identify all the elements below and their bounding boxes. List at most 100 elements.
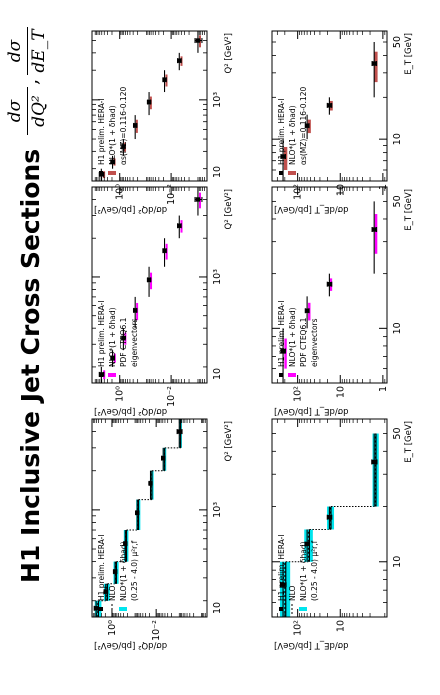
band-bin-4 xyxy=(374,214,378,254)
data-point-6 xyxy=(162,70,167,93)
data-marker xyxy=(110,355,115,361)
legend-entry-1: H1 prelim. HERA-I xyxy=(97,300,106,377)
y-tick-label-2: 10⁻² xyxy=(166,184,177,205)
legend-entry-3: PDF CTEQ6.1 xyxy=(119,317,128,367)
legend-entry-3: PDF CTEQ6.1 xyxy=(299,317,308,367)
y-axis-label: dσ/dQ² [pb/GeV²] xyxy=(94,640,167,650)
data-point-2 xyxy=(304,529,311,562)
x-extra-tick-label-1: 10 xyxy=(212,166,223,178)
data-point-7 xyxy=(160,447,166,471)
data-point-5 xyxy=(146,266,152,297)
data-point-4 xyxy=(132,115,138,140)
data-point-2 xyxy=(110,155,116,169)
data-marker xyxy=(304,308,310,313)
legend-text: H1 prelim. HERA-I xyxy=(277,300,286,367)
data-point-2 xyxy=(110,350,116,367)
data-point-7 xyxy=(177,52,182,71)
data-point-1 xyxy=(280,139,286,181)
legend-entry-1: H1 prelim. HERA-I xyxy=(97,534,106,611)
legend-text: PDF CTEQ6.1 xyxy=(299,317,308,367)
data-marker xyxy=(132,308,138,313)
legend-marker-data xyxy=(99,607,103,611)
x-axis-label: Q² [GeV²] xyxy=(224,189,234,229)
data-marker xyxy=(327,103,332,108)
data-point-4 xyxy=(371,433,378,507)
legend-marker-data xyxy=(279,607,283,611)
x-tick-label-1: 10 xyxy=(392,556,403,568)
data-marker xyxy=(121,335,126,341)
legend-marker-band xyxy=(108,373,116,377)
legend-entry-1: H1 prelim. HERA-I xyxy=(277,98,286,175)
x-tick-label-1: 10 xyxy=(392,322,403,334)
data-marker xyxy=(123,541,128,546)
panel-et-alphas: 10 50 10² 10 1 E_T [GeV] dσ/dE_T [pb/GeV] H1 pr… xyxy=(271,30,414,214)
legend-text: H1 prelim. HERA-I xyxy=(277,534,286,601)
legend-marker-band xyxy=(299,607,307,611)
data-marker xyxy=(162,77,167,82)
y-tick-label-1: 10⁰ xyxy=(115,184,126,200)
y-tick-label-1: 10² xyxy=(293,184,304,200)
legend-text: NLO*(1 + δhad) xyxy=(108,105,117,165)
x-axis-label: E_T [GeV] xyxy=(404,33,414,75)
data-point-8 xyxy=(176,419,183,448)
y-axis-label: dσ/dE_T [pb/GeV] xyxy=(274,204,348,214)
legend-entry-2: NLO*(1 + δhad) xyxy=(108,105,117,175)
data-marker xyxy=(371,227,377,232)
data-point-4 xyxy=(132,296,138,329)
panel-q2-alphas: 10³ 10 10⁰ 10⁻² Q² [GeV²] dσ/dQ² [pb/GeV²] H1 … xyxy=(91,30,234,214)
x-axis-label: E_T [GeV] xyxy=(404,421,414,463)
legend-entry-3: NLO*(1 + δhad) xyxy=(119,541,128,611)
data-point-5 xyxy=(146,92,152,116)
data-point-8 xyxy=(194,187,203,216)
legend-entry-4: eigenvectors xyxy=(310,318,319,367)
legend-text: αs(MZ)=0.116-0.120 xyxy=(299,87,308,165)
plot-frame xyxy=(271,30,388,182)
panel-et-total-uncertainty: 10 50 10² 10 E_T [GeV] dσ/dE_T [pb/GeV] H1 pre… xyxy=(271,418,414,650)
data-marker xyxy=(146,277,152,283)
legend-entry-4: (0.25 - 4.0) μ²r,f xyxy=(310,540,319,601)
legend-marker-data xyxy=(99,171,103,175)
x-extra-tick-label-1: 50 xyxy=(392,195,403,207)
y-tick-label-2: 10⁻² xyxy=(151,620,162,641)
data-point-4 xyxy=(123,530,128,562)
legend-marker-band xyxy=(108,171,116,175)
y-tick-label-3: 1 xyxy=(378,386,389,392)
y-tick-label-3: 1 xyxy=(378,184,389,190)
legend-entry-1: H1 prelim. HERA-I xyxy=(277,300,286,377)
x-extra-tick-label-1: 10 xyxy=(212,602,223,614)
data-marker xyxy=(304,541,310,547)
legend-entry-4: eigenvectors xyxy=(130,318,139,367)
x-tick-label-1: 10³ xyxy=(212,92,223,108)
legend-entry-3: αs(MZ)=0.116-0.120 xyxy=(119,87,128,165)
data-marker xyxy=(160,455,166,461)
data-marker xyxy=(148,481,153,486)
data-point-3 xyxy=(121,328,126,351)
data-marker xyxy=(93,606,99,611)
legend-text: eigenvectors xyxy=(130,318,139,367)
y-tick-label-1: 10⁰ xyxy=(115,386,126,402)
y-tick-label-2: 10 xyxy=(335,184,346,196)
legend-text: NLO*(1 + δhad) xyxy=(288,307,297,367)
data-marker xyxy=(280,348,286,354)
y-axis-label: dσ/dQ² [pb/GeV²] xyxy=(94,204,167,214)
data-marker xyxy=(327,514,332,520)
data-marker xyxy=(110,159,115,164)
panel-q2-total-uncertainty: 10³ 10 10⁰ 10⁻² Q² [GeV²] dσ/dQ² [pb/GeV²] H1 … xyxy=(91,418,234,650)
legend-text: αs(MZ)=0.116-0.120 xyxy=(119,87,128,165)
data-marker xyxy=(177,429,182,434)
data-point-6 xyxy=(148,470,153,500)
y-axis-label: dσ/dE_T [pb/GeV] xyxy=(274,640,348,650)
legend-entry-3: αs(MZ)=0.116-0.120 xyxy=(299,87,308,165)
data-marker xyxy=(195,197,201,202)
data-marker xyxy=(327,281,332,287)
band-bin-4 xyxy=(374,51,378,83)
data-point-2 xyxy=(304,114,310,140)
data-point-1 xyxy=(279,561,287,617)
x-axis-label: Q² [GeV²] xyxy=(224,421,234,461)
x-axis-label: Q² [GeV²] xyxy=(224,33,234,73)
data-marker xyxy=(177,58,182,63)
legend-text: NLO xyxy=(288,585,297,601)
legend-marker-band xyxy=(288,171,296,175)
